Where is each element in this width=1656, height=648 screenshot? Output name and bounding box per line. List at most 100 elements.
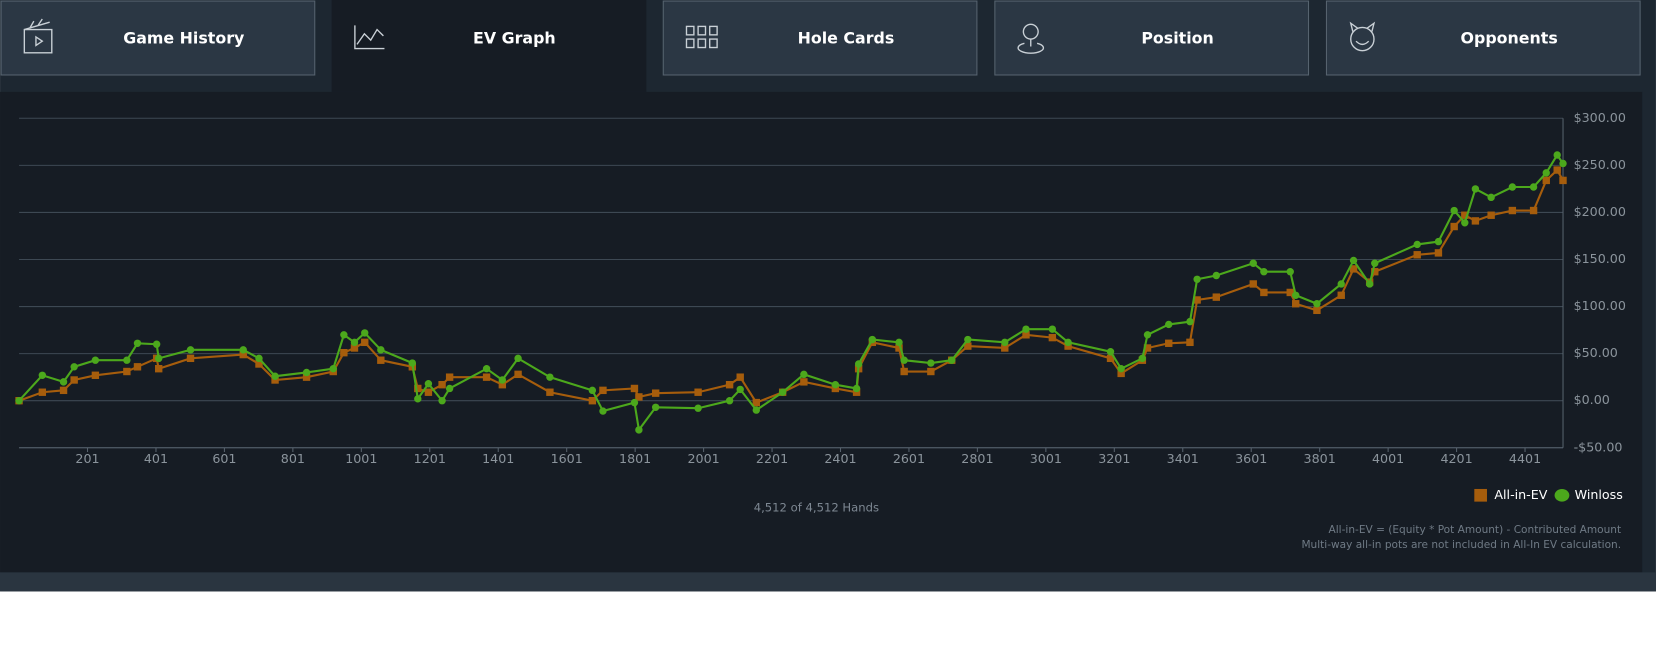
data-point bbox=[408, 359, 417, 367]
legend-label: Winloss bbox=[1575, 487, 1623, 502]
tab[interactable]: Hole Cards bbox=[662, 0, 978, 76]
data-point bbox=[752, 406, 760, 414]
data-point bbox=[482, 364, 491, 373]
data-point bbox=[1286, 268, 1294, 276]
data-point bbox=[255, 354, 263, 363]
data-point bbox=[186, 346, 195, 354]
data-point bbox=[414, 395, 422, 403]
icon-part bbox=[354, 25, 385, 50]
data-point bbox=[445, 373, 454, 381]
data-point bbox=[778, 388, 787, 396]
data-point bbox=[1434, 237, 1443, 246]
x-tick-label: 3801 bbox=[1304, 451, 1336, 466]
data-point bbox=[895, 338, 903, 347]
data-point bbox=[1249, 280, 1257, 288]
data-point bbox=[361, 338, 369, 347]
legend-item[interactable]: Winloss bbox=[1554, 487, 1623, 502]
data-point bbox=[1117, 369, 1125, 378]
icon-part bbox=[685, 25, 695, 36]
data-point bbox=[123, 367, 131, 376]
tab[interactable]: Game History bbox=[0, 0, 316, 76]
data-point bbox=[498, 376, 507, 384]
x-tick-label: 801 bbox=[281, 451, 305, 466]
y-tick-label: $150.00 bbox=[1574, 251, 1626, 266]
data-point bbox=[1365, 280, 1374, 288]
data-point bbox=[1165, 339, 1173, 347]
data-point bbox=[1529, 206, 1538, 215]
data-point bbox=[155, 354, 163, 363]
tab-background bbox=[662, 0, 978, 76]
data-point bbox=[239, 346, 247, 354]
legend-marker bbox=[1474, 488, 1487, 502]
tab-background bbox=[994, 0, 1310, 76]
tab-bar: Game History EV Graph Hole Cards Position Op… bbox=[0, 0, 1641, 92]
x-tick-label: 2001 bbox=[687, 451, 719, 466]
x-tick-label: 2601 bbox=[893, 451, 925, 466]
x-tick-label: 1601 bbox=[551, 451, 583, 466]
data-point bbox=[329, 364, 337, 373]
data-point bbox=[340, 348, 348, 357]
x-tick-label: 3001 bbox=[1030, 451, 1062, 466]
tab[interactable]: Position bbox=[994, 0, 1310, 76]
data-point bbox=[152, 340, 161, 348]
data-point bbox=[38, 371, 47, 379]
panel-footer bbox=[0, 572, 1656, 592]
y-tick-label: $0.00 bbox=[1574, 392, 1610, 407]
data-point bbox=[1461, 211, 1469, 219]
data-point bbox=[1337, 280, 1345, 288]
y-tick-label: $250.00 bbox=[1574, 157, 1626, 172]
legend-item[interactable]: All-in-EV bbox=[1474, 487, 1548, 502]
chart: -$50.00 $0.00 $50.00 $100.00 $150.00 $200.00 $… bbox=[15, 110, 1626, 502]
icon-part bbox=[697, 25, 707, 36]
icon-part bbox=[685, 38, 695, 49]
data-point bbox=[340, 331, 348, 339]
data-point bbox=[1001, 338, 1009, 347]
data-point bbox=[424, 388, 433, 396]
x-tick-label: 2801 bbox=[961, 451, 993, 466]
data-point bbox=[133, 339, 142, 347]
data-point bbox=[1048, 333, 1057, 342]
tab-icon bbox=[354, 25, 385, 50]
x-tick-label: 601 bbox=[212, 451, 236, 466]
icon-part bbox=[697, 38, 707, 49]
data-point bbox=[1212, 271, 1220, 280]
x-tick-label: 4401 bbox=[1509, 451, 1541, 466]
data-point bbox=[1553, 166, 1561, 174]
legend-marker bbox=[1554, 488, 1570, 502]
data-point bbox=[800, 378, 808, 386]
data-point bbox=[1064, 338, 1072, 347]
data-point bbox=[514, 370, 522, 379]
x-tick-label: 3601 bbox=[1235, 451, 1267, 466]
data-point bbox=[133, 363, 142, 371]
tab-background bbox=[1325, 0, 1641, 76]
data-point bbox=[514, 354, 522, 363]
note: All-in-EV = (Equity * Pot Amount) - Cont… bbox=[1329, 524, 1622, 536]
data-point bbox=[852, 388, 861, 396]
y-tick-label: $100.00 bbox=[1574, 298, 1626, 313]
tab[interactable]: EV Graph bbox=[331, 0, 647, 92]
x-tick-label: 1001 bbox=[345, 451, 377, 466]
x-tick-label: 3401 bbox=[1167, 451, 1199, 466]
data-point bbox=[736, 385, 744, 394]
data-point bbox=[1064, 342, 1072, 350]
x-tick-label: 3201 bbox=[1098, 451, 1130, 466]
data-point bbox=[1143, 344, 1152, 352]
data-point bbox=[1138, 354, 1147, 363]
data-point bbox=[588, 386, 597, 395]
tab-label: EV Graph bbox=[473, 29, 556, 48]
tab[interactable]: Opponents bbox=[1325, 0, 1641, 76]
data-point bbox=[694, 404, 702, 412]
data-point bbox=[1471, 217, 1480, 225]
data-point bbox=[868, 335, 877, 344]
data-point bbox=[1022, 325, 1030, 333]
tab-background bbox=[331, 0, 647, 92]
icon-part bbox=[1017, 39, 1045, 54]
data-point bbox=[414, 384, 422, 393]
data-point bbox=[70, 363, 78, 371]
data-point bbox=[1143, 331, 1152, 339]
data-point bbox=[895, 344, 903, 352]
data-point bbox=[1487, 193, 1495, 202]
data-point bbox=[70, 376, 78, 384]
data-point bbox=[831, 381, 840, 389]
